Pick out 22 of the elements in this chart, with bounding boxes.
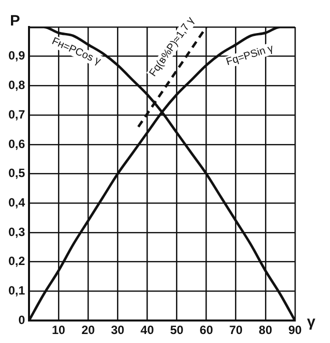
x-tick-label: 40 [140,323,154,338]
y-tick-label: 0 [18,312,26,327]
x-axis-title: γ [307,314,316,331]
y-tick-label: 0,2 [8,254,26,268]
y-tick-label: 0,3 [8,224,26,239]
y-tick-label: 0,6 [8,136,26,151]
y-tick-label: 0,7 [8,107,26,122]
x-tick-label: 70 [229,323,243,338]
y-tick-label: 0,5 [8,166,26,180]
x-tick-label: 50 [170,323,184,338]
y-tick-label: 0,8 [8,78,26,92]
y-tick-label: 0,9 [8,48,26,63]
x-tick-label: 90 [288,323,302,338]
x-tick-label: 10 [52,323,66,338]
text: Fq=PSin γ [225,43,276,68]
x-tick-label: 30 [110,323,125,338]
y-tick-label: 0,1 [8,284,26,298]
y-tick-label: 0,4 [8,195,26,210]
y-axis-title: P [10,12,20,30]
x-tick-label: 80 [258,323,272,338]
x-tick-label: 20 [81,323,96,338]
x-tick-label: 60 [200,323,214,338]
